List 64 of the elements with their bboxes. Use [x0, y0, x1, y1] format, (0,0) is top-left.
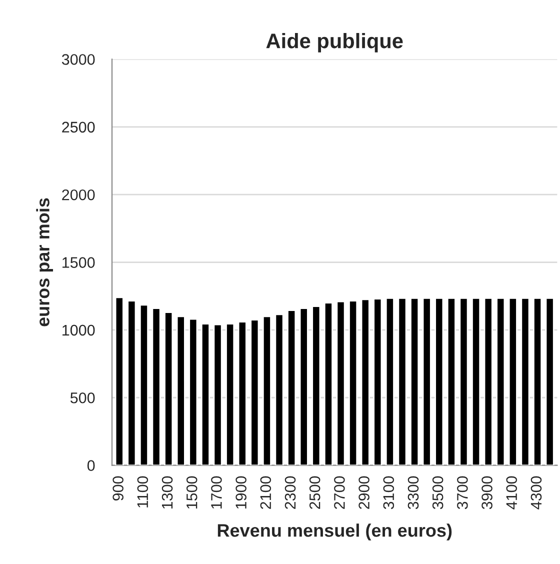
bar: [360, 298, 370, 466]
bar: [312, 306, 321, 466]
x-axis-title: Revenu mensuel (en euros): [218, 524, 452, 540]
x-tick-label: 1700: [211, 476, 222, 509]
y-tick-label: 1500: [62, 257, 95, 268]
bar: [472, 297, 481, 466]
x-tick-label: 3700: [457, 476, 468, 510]
bar: [446, 297, 456, 466]
x-tick-label: 900: [112, 476, 124, 500]
x-tick-label: 4100: [506, 476, 518, 510]
bar: [484, 297, 493, 466]
bar: [188, 318, 198, 466]
bar: [152, 308, 161, 466]
x-tick-label: 2100: [260, 476, 272, 509]
y-tick-label: 2500: [62, 122, 95, 133]
bar: [287, 310, 296, 466]
bar: [373, 298, 382, 466]
bar: [200, 323, 210, 466]
bar: [262, 316, 272, 466]
y-tick-label: 2000: [62, 189, 95, 200]
bar: [398, 297, 407, 466]
bar: [127, 300, 136, 466]
bar: [545, 297, 554, 466]
x-tick-label: 2700: [334, 476, 345, 509]
x-tick-label: 1300: [162, 476, 173, 509]
bar: [250, 319, 260, 466]
y-tick-label: 500: [70, 392, 95, 404]
bar: [114, 296, 124, 466]
x-tick-label: 1500: [186, 476, 198, 509]
chart-title: Aide publique: [266, 33, 403, 52]
bar: [336, 300, 346, 466]
y-axis-title: euros par mois: [36, 198, 54, 326]
bar: [459, 297, 468, 466]
x-tick-label: 3900: [482, 476, 492, 510]
bar: [324, 302, 333, 466]
x-tick-label: 2300: [284, 476, 296, 509]
x-tick-label: 3100: [383, 476, 394, 510]
bar: [422, 297, 432, 466]
x-tick-label: 3300: [408, 476, 419, 510]
x-tick-label: 2500: [309, 476, 320, 509]
bar: [299, 308, 308, 466]
bar: [213, 324, 222, 466]
bar: [508, 297, 518, 466]
bar: [520, 297, 530, 466]
bar: [238, 321, 247, 466]
bar: [410, 297, 420, 466]
x-tick-label: 3500: [432, 476, 444, 510]
x-tick-label: 4300: [530, 476, 542, 510]
bar: [496, 297, 506, 466]
bar: [434, 297, 444, 466]
bar: [176, 316, 186, 466]
bar: [274, 314, 284, 466]
bar: [385, 297, 394, 466]
y-tick-label: 1000: [62, 324, 95, 336]
bar: [164, 312, 174, 466]
y-tick-label: 3000: [62, 54, 95, 65]
bar: [533, 297, 542, 466]
x-tick-label: 2900: [358, 476, 370, 509]
bar: [348, 300, 358, 466]
x-tick-label: 1100: [137, 476, 148, 508]
x-tick-label: 1900: [236, 476, 246, 509]
bar: [226, 323, 235, 466]
y-tick-label: 0: [87, 460, 95, 471]
bar: [139, 304, 148, 466]
